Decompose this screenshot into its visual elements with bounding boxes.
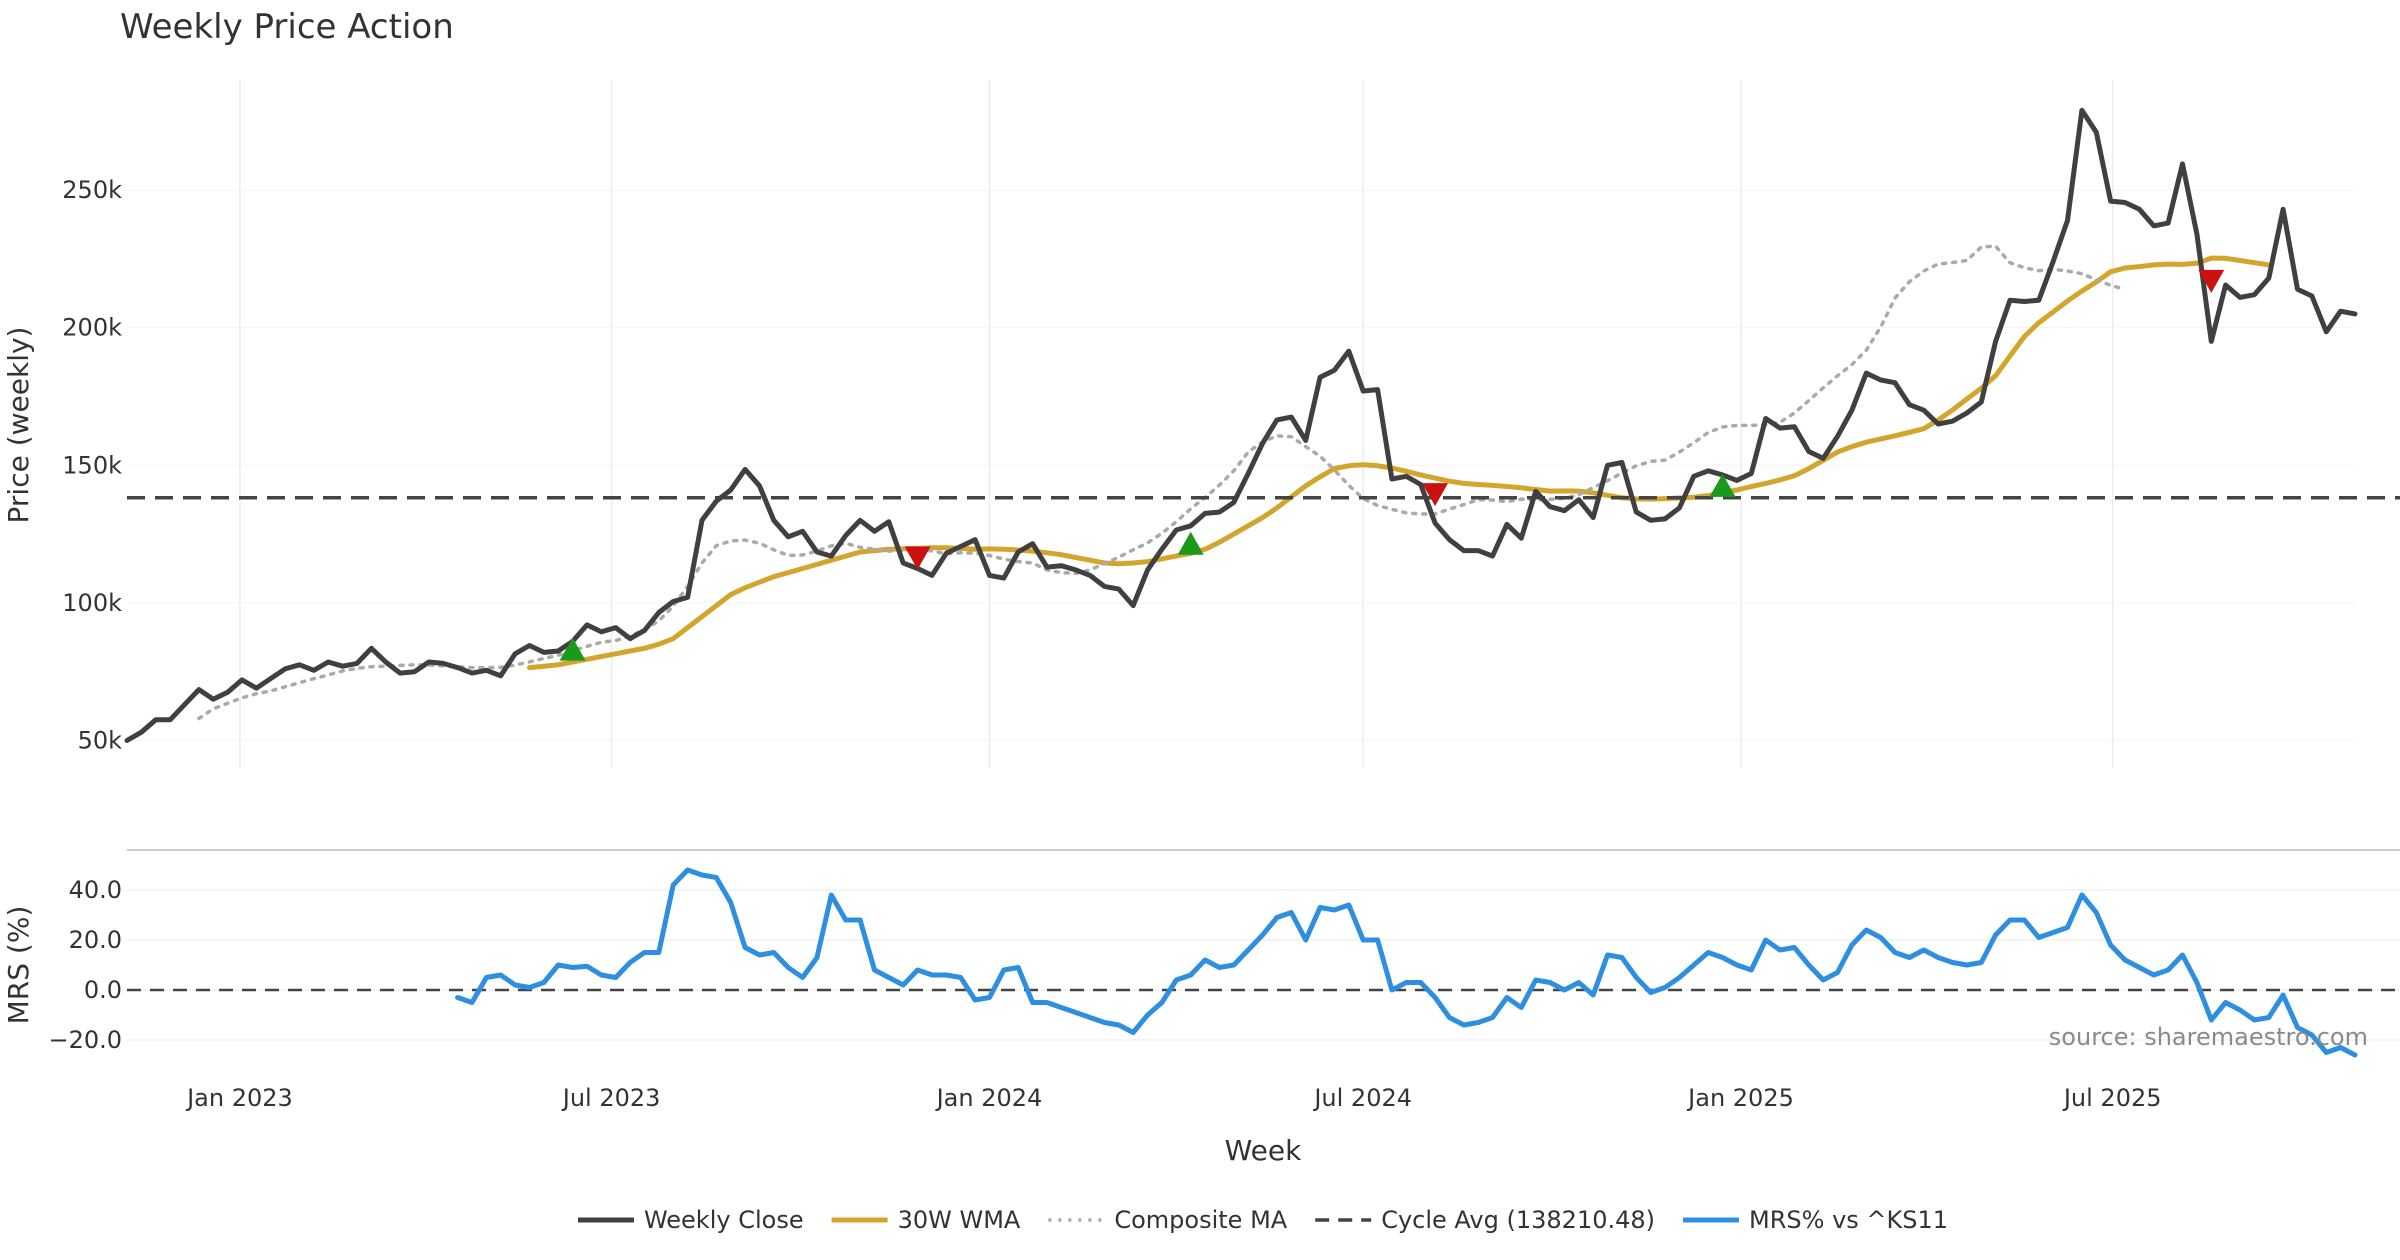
price-y-tick-label: 50k	[78, 726, 123, 754]
legend-item-30w-wma: 30W WMA	[831, 1206, 1021, 1234]
price-y-tick-label: 200k	[62, 314, 122, 342]
price-y-tick-label: 100k	[62, 589, 122, 617]
price-y-axis-label: Price (weekly)	[2, 327, 35, 524]
legend-label: 30W WMA	[898, 1206, 1021, 1234]
x-tick-label: Jan 2023	[185, 1084, 293, 1112]
series-30w-wma	[527, 255, 2272, 671]
price-y-ticks: 50k 100k 150k 200k 250k	[62, 176, 122, 754]
price-y-tick-label: 150k	[62, 451, 122, 479]
source-note: source: sharemaestro.com	[2049, 1023, 2368, 1051]
mrs-y-axis-label: MRS (%)	[2, 906, 35, 1025]
sell-signal-marker	[2198, 269, 2225, 293]
mrs-y-tick-label: 20.0	[69, 926, 122, 954]
mrs-y-tick-label: 0.0	[84, 976, 122, 1004]
legend-label: MRS% vs ^KS11	[1749, 1206, 1948, 1234]
legend-label: Composite MA	[1114, 1206, 1287, 1234]
legend-item-weekly-close: Weekly Close	[577, 1206, 804, 1234]
legend-label: Cycle Avg (138210.48)	[1381, 1206, 1655, 1234]
mrs-grid	[127, 889, 2400, 1041]
price-series-layer	[124, 107, 2400, 743]
legend-item-composite-ma: Composite MA	[1048, 1206, 1288, 1234]
buy-signal-marker	[559, 637, 586, 661]
x-axis-ticks: Jan 2023 Jul 2023 Jan 2024 Jul 2024 Jan 2025…	[185, 1084, 2161, 1112]
mrs-y-tick-label: −20.0	[48, 1026, 122, 1054]
x-tick-label: Jul 2023	[561, 1084, 661, 1112]
mrs-y-ticks: 40.0 20.0 0.0 −20.0	[48, 876, 122, 1054]
series-weekly-close	[124, 107, 2358, 743]
x-tick-label: Jul 2024	[1312, 1084, 1412, 1112]
buy-signal-marker	[1709, 473, 1736, 497]
x-tick-label: Jan 2024	[935, 1084, 1043, 1112]
sell-signal-marker	[1422, 483, 1449, 507]
series-mrs-vs-ks11	[455, 867, 2358, 1058]
series-composite-ma	[197, 244, 2127, 721]
legend-label: Weekly Close	[644, 1206, 804, 1234]
mrs-series-layer	[455, 867, 2358, 1058]
x-tick-label: Jan 2025	[1686, 1084, 1794, 1112]
sell-signal-marker	[904, 546, 931, 570]
signal-markers	[559, 269, 2225, 661]
legend-item-mrs-vs-ks11: MRS% vs ^KS11	[1683, 1206, 1948, 1234]
price-grid	[127, 80, 2355, 768]
mrs-y-tick-label: 40.0	[69, 876, 122, 904]
buy-signal-marker	[1177, 531, 1204, 555]
price-y-tick-label: 250k	[62, 176, 122, 204]
legend-item-cycle-avg-138210-48: Cycle Avg (138210.48)	[1315, 1206, 1655, 1234]
x-axis-label: Week	[1225, 1134, 1302, 1167]
x-tick-label: Jul 2025	[2062, 1084, 2162, 1112]
chart-title: Weekly Price Action	[120, 7, 454, 47]
legend: Weekly Close 30W WMA Composite MA Cycle Avg…	[577, 1206, 1948, 1234]
